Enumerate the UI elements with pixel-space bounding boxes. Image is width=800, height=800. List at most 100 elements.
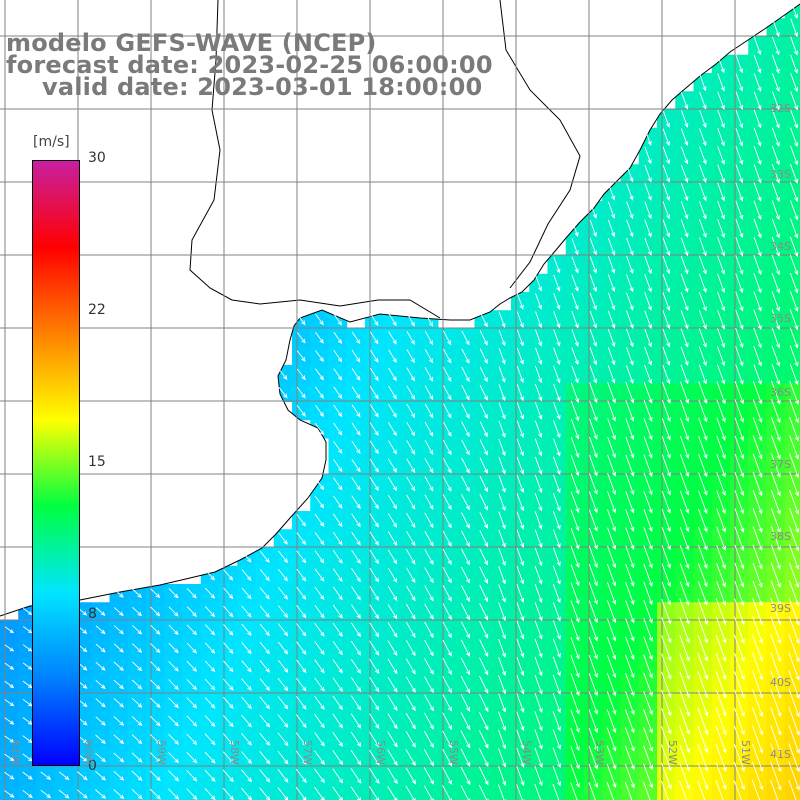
wind-arrow	[351, 604, 361, 619]
wind-arrow	[22, 771, 33, 780]
wind-arrow	[461, 384, 470, 401]
wind-arrow	[571, 274, 579, 292]
wind-arrow	[77, 771, 88, 781]
wind-arrow	[4, 680, 15, 689]
wind-arrow	[186, 788, 198, 800]
wind-arrow	[679, 762, 691, 790]
wind-arrow	[332, 695, 343, 711]
wind-arrow	[751, 779, 761, 800]
wind-arrow	[570, 745, 580, 770]
wind-arrow	[443, 366, 452, 382]
wind-arrow	[95, 680, 106, 690]
wind-arrow	[332, 731, 343, 747]
wind-arrow	[516, 656, 525, 677]
wind-arrow	[498, 493, 506, 512]
wind-arrow	[770, 471, 781, 497]
wind-cell	[784, 438, 800, 457]
wind-arrow	[753, 36, 762, 56]
wind-arrow	[661, 635, 672, 662]
wind-arrow	[589, 329, 598, 347]
wind-cell	[675, 784, 694, 800]
wind-arrow	[460, 566, 470, 584]
wind-arrow	[222, 696, 234, 709]
wind-arrow	[698, 346, 707, 367]
wind-arrow	[277, 641, 289, 655]
wind-arrow	[4, 717, 15, 725]
wind-cell	[36, 784, 56, 800]
wind-arrow	[516, 602, 525, 622]
wind-arrow	[661, 472, 671, 496]
wind-arrow	[715, 780, 724, 800]
wind-arrow	[387, 713, 398, 730]
wind-arrow	[716, 399, 726, 423]
wind-arrow	[662, 255, 671, 275]
wind-arrow	[698, 255, 707, 275]
wind-arrow	[406, 567, 416, 584]
wind-arrow	[588, 545, 598, 569]
wind-arrow	[387, 749, 398, 766]
wind-arrow	[679, 417, 690, 441]
wind-arrow	[771, 380, 781, 405]
wind-arrow	[388, 403, 397, 418]
wind-arrow	[753, 291, 762, 312]
wind-cell	[638, 784, 658, 800]
wind-arrow	[553, 329, 561, 347]
wind-arrow	[223, 660, 234, 673]
wind-arrow	[588, 654, 598, 679]
wind-arrow	[660, 780, 669, 800]
wind-arrow	[570, 436, 580, 459]
wind-arrow	[296, 605, 307, 619]
wind-arrow	[570, 582, 580, 605]
wind-arrow	[423, 767, 434, 785]
wind-arrow	[369, 422, 379, 436]
wind-arrow	[644, 146, 652, 165]
wind-arrow	[58, 789, 70, 799]
wind-arrow	[589, 201, 597, 219]
wind-arrow	[625, 365, 634, 384]
wind-arrow	[296, 350, 306, 362]
wind-arrow	[661, 399, 671, 423]
wind-arrow	[351, 422, 361, 436]
wind-arrow	[679, 707, 690, 735]
wind-arrow	[735, 109, 744, 129]
wind-cell	[54, 784, 74, 800]
wind-arrow	[643, 545, 653, 569]
wind-arrow	[369, 731, 380, 748]
lat-label: 36S	[770, 386, 791, 399]
wind-arrow	[552, 692, 561, 714]
wind-arrow	[606, 782, 615, 800]
wind-cell	[401, 784, 421, 800]
wind-arrow	[753, 345, 762, 367]
wind-arrow	[479, 530, 488, 548]
wind-arrow	[534, 365, 543, 384]
wind-arrow	[571, 311, 579, 329]
wind-arrow	[735, 127, 744, 147]
wind-arrow	[406, 367, 415, 382]
wind-arrow	[333, 386, 343, 399]
wind-cell	[182, 784, 202, 800]
wind-arrow	[241, 569, 252, 582]
wind-arrow	[552, 747, 562, 769]
wind-arrow	[770, 725, 782, 754]
wind-arrow	[259, 605, 270, 618]
wind-arrow	[405, 785, 416, 800]
wind-arrow	[661, 653, 672, 680]
wind-arrow	[607, 473, 617, 496]
wind-arrow	[259, 550, 270, 563]
wind-arrow	[333, 422, 343, 436]
wind-arrow	[388, 367, 397, 382]
wind-arrow	[442, 694, 452, 712]
wind-arrow	[771, 345, 781, 367]
wind-arrow	[679, 490, 690, 514]
wind-arrow	[698, 182, 707, 202]
wind-arrow	[771, 91, 780, 111]
wind-arrow	[498, 311, 506, 328]
wind-arrow	[716, 417, 726, 441]
wind-arrow	[168, 715, 179, 727]
wind-arrow	[516, 565, 525, 585]
wind-arrow	[553, 293, 561, 311]
wind-arrow	[223, 624, 234, 636]
wind-arrow	[296, 586, 307, 600]
wind-arrow	[296, 405, 306, 417]
wind-arrow	[753, 164, 762, 184]
